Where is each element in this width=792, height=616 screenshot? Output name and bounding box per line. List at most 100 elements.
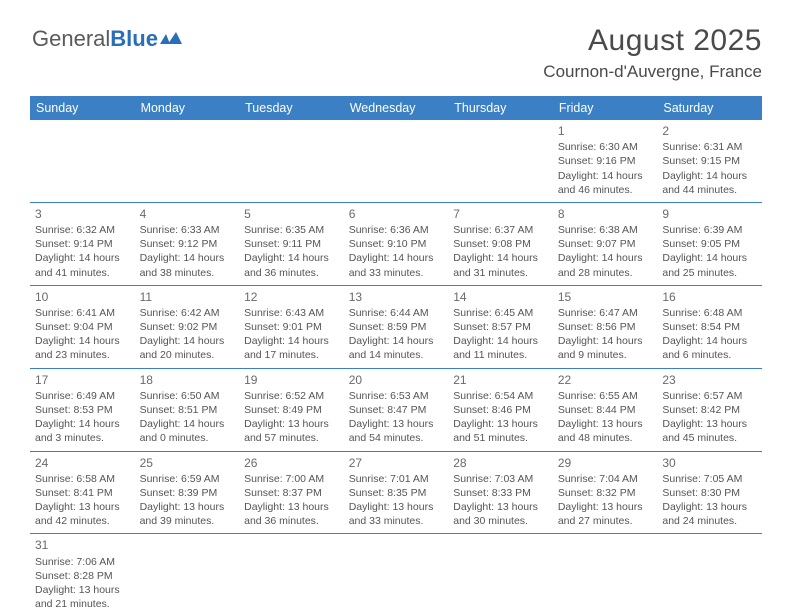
daylight-text: Daylight: 14 hours and 41 minutes. bbox=[35, 251, 130, 279]
sunrise-text: Sunrise: 6:47 AM bbox=[558, 306, 653, 320]
daylight-text: Daylight: 13 hours and 48 minutes. bbox=[558, 417, 653, 445]
calendar-cell: 22Sunrise: 6:55 AMSunset: 8:44 PMDayligh… bbox=[553, 368, 658, 451]
calendar-cell: 28Sunrise: 7:03 AMSunset: 8:33 PMDayligh… bbox=[448, 451, 553, 534]
day-number: 17 bbox=[35, 372, 130, 388]
sunset-text: Sunset: 9:16 PM bbox=[558, 154, 653, 168]
calendar-cell: 3Sunrise: 6:32 AMSunset: 9:14 PMDaylight… bbox=[30, 202, 135, 285]
calendar-table: SundayMondayTuesdayWednesdayThursdayFrid… bbox=[30, 96, 762, 616]
day-number: 3 bbox=[35, 206, 130, 222]
calendar-body: 1Sunrise: 6:30 AMSunset: 9:16 PMDaylight… bbox=[30, 120, 762, 616]
daylight-text: Daylight: 13 hours and 39 minutes. bbox=[140, 500, 235, 528]
calendar-row: 17Sunrise: 6:49 AMSunset: 8:53 PMDayligh… bbox=[30, 368, 762, 451]
day-number: 21 bbox=[453, 372, 548, 388]
sunrise-text: Sunrise: 6:53 AM bbox=[349, 389, 444, 403]
day-number: 9 bbox=[662, 206, 757, 222]
sunrise-text: Sunrise: 6:31 AM bbox=[662, 140, 757, 154]
daylight-text: Daylight: 13 hours and 51 minutes. bbox=[453, 417, 548, 445]
daylight-text: Daylight: 14 hours and 14 minutes. bbox=[349, 334, 444, 362]
day-number: 31 bbox=[35, 537, 130, 553]
day-header: Tuesday bbox=[239, 96, 344, 120]
daylight-text: Daylight: 13 hours and 42 minutes. bbox=[35, 500, 130, 528]
sunrise-text: Sunrise: 7:00 AM bbox=[244, 472, 339, 486]
sunset-text: Sunset: 9:07 PM bbox=[558, 237, 653, 251]
day-number: 5 bbox=[244, 206, 339, 222]
sunset-text: Sunset: 8:35 PM bbox=[349, 486, 444, 500]
sunrise-text: Sunrise: 6:35 AM bbox=[244, 223, 339, 237]
sunset-text: Sunset: 8:57 PM bbox=[453, 320, 548, 334]
calendar-cell: 13Sunrise: 6:44 AMSunset: 8:59 PMDayligh… bbox=[344, 285, 449, 368]
sunrise-text: Sunrise: 6:58 AM bbox=[35, 472, 130, 486]
day-number: 13 bbox=[349, 289, 444, 305]
sunset-text: Sunset: 8:32 PM bbox=[558, 486, 653, 500]
day-header: Monday bbox=[135, 96, 240, 120]
day-number: 20 bbox=[349, 372, 444, 388]
calendar-cell-empty bbox=[135, 120, 240, 202]
daylight-text: Daylight: 14 hours and 3 minutes. bbox=[35, 417, 130, 445]
sunrise-text: Sunrise: 6:50 AM bbox=[140, 389, 235, 403]
sunset-text: Sunset: 8:51 PM bbox=[140, 403, 235, 417]
calendar-cell: 8Sunrise: 6:38 AMSunset: 9:07 PMDaylight… bbox=[553, 202, 658, 285]
daylight-text: Daylight: 14 hours and 23 minutes. bbox=[35, 334, 130, 362]
calendar-cell: 7Sunrise: 6:37 AMSunset: 9:08 PMDaylight… bbox=[448, 202, 553, 285]
sunrise-text: Sunrise: 7:05 AM bbox=[662, 472, 757, 486]
day-number: 18 bbox=[140, 372, 235, 388]
daylight-text: Daylight: 13 hours and 33 minutes. bbox=[349, 500, 444, 528]
calendar-cell-empty bbox=[448, 120, 553, 202]
sunrise-text: Sunrise: 6:55 AM bbox=[558, 389, 653, 403]
sunrise-text: Sunrise: 6:43 AM bbox=[244, 306, 339, 320]
day-header: Thursday bbox=[448, 96, 553, 120]
logo-text-2: Blue bbox=[110, 26, 158, 52]
calendar-cell: 11Sunrise: 6:42 AMSunset: 9:02 PMDayligh… bbox=[135, 285, 240, 368]
day-number: 15 bbox=[558, 289, 653, 305]
day-number: 26 bbox=[244, 455, 339, 471]
calendar-cell: 14Sunrise: 6:45 AMSunset: 8:57 PMDayligh… bbox=[448, 285, 553, 368]
day-number: 8 bbox=[558, 206, 653, 222]
day-number: 4 bbox=[140, 206, 235, 222]
daylight-text: Daylight: 14 hours and 38 minutes. bbox=[140, 251, 235, 279]
sunrise-text: Sunrise: 6:39 AM bbox=[662, 223, 757, 237]
sunrise-text: Sunrise: 6:59 AM bbox=[140, 472, 235, 486]
calendar-row: 24Sunrise: 6:58 AMSunset: 8:41 PMDayligh… bbox=[30, 451, 762, 534]
sunrise-text: Sunrise: 7:04 AM bbox=[558, 472, 653, 486]
sunrise-text: Sunrise: 6:32 AM bbox=[35, 223, 130, 237]
calendar-cell: 2Sunrise: 6:31 AMSunset: 9:15 PMDaylight… bbox=[657, 120, 762, 202]
sunrise-text: Sunrise: 6:48 AM bbox=[662, 306, 757, 320]
day-number: 28 bbox=[453, 455, 548, 471]
calendar-cell: 18Sunrise: 6:50 AMSunset: 8:51 PMDayligh… bbox=[135, 368, 240, 451]
daylight-text: Daylight: 14 hours and 6 minutes. bbox=[662, 334, 757, 362]
calendar-cell: 17Sunrise: 6:49 AMSunset: 8:53 PMDayligh… bbox=[30, 368, 135, 451]
day-header: Friday bbox=[553, 96, 658, 120]
day-number: 10 bbox=[35, 289, 130, 305]
calendar-cell: 25Sunrise: 6:59 AMSunset: 8:39 PMDayligh… bbox=[135, 451, 240, 534]
day-number: 12 bbox=[244, 289, 339, 305]
sunrise-text: Sunrise: 6:45 AM bbox=[453, 306, 548, 320]
calendar-cell: 29Sunrise: 7:04 AMSunset: 8:32 PMDayligh… bbox=[553, 451, 658, 534]
sunset-text: Sunset: 8:46 PM bbox=[453, 403, 548, 417]
calendar-cell: 21Sunrise: 6:54 AMSunset: 8:46 PMDayligh… bbox=[448, 368, 553, 451]
sunrise-text: Sunrise: 6:33 AM bbox=[140, 223, 235, 237]
daylight-text: Daylight: 14 hours and 36 minutes. bbox=[244, 251, 339, 279]
sunrise-text: Sunrise: 7:03 AM bbox=[453, 472, 548, 486]
sunset-text: Sunset: 8:37 PM bbox=[244, 486, 339, 500]
calendar-row: 3Sunrise: 6:32 AMSunset: 9:14 PMDaylight… bbox=[30, 202, 762, 285]
daylight-text: Daylight: 13 hours and 21 minutes. bbox=[35, 583, 130, 611]
day-number: 25 bbox=[140, 455, 235, 471]
daylight-text: Daylight: 14 hours and 33 minutes. bbox=[349, 251, 444, 279]
calendar-cell: 6Sunrise: 6:36 AMSunset: 9:10 PMDaylight… bbox=[344, 202, 449, 285]
sunrise-text: Sunrise: 6:30 AM bbox=[558, 140, 653, 154]
day-number: 19 bbox=[244, 372, 339, 388]
day-number: 24 bbox=[35, 455, 130, 471]
sunset-text: Sunset: 9:01 PM bbox=[244, 320, 339, 334]
calendar-cell: 30Sunrise: 7:05 AMSunset: 8:30 PMDayligh… bbox=[657, 451, 762, 534]
day-header: Saturday bbox=[657, 96, 762, 120]
logo: GeneralBlue bbox=[32, 26, 182, 52]
sunset-text: Sunset: 9:02 PM bbox=[140, 320, 235, 334]
calendar-cell: 10Sunrise: 6:41 AMSunset: 9:04 PMDayligh… bbox=[30, 285, 135, 368]
sunrise-text: Sunrise: 6:36 AM bbox=[349, 223, 444, 237]
sunset-text: Sunset: 9:15 PM bbox=[662, 154, 757, 168]
sunset-text: Sunset: 8:41 PM bbox=[35, 486, 130, 500]
daylight-text: Daylight: 14 hours and 11 minutes. bbox=[453, 334, 548, 362]
calendar-cell: 12Sunrise: 6:43 AMSunset: 9:01 PMDayligh… bbox=[239, 285, 344, 368]
calendar-cell-empty bbox=[657, 534, 762, 616]
calendar-cell-empty bbox=[239, 120, 344, 202]
